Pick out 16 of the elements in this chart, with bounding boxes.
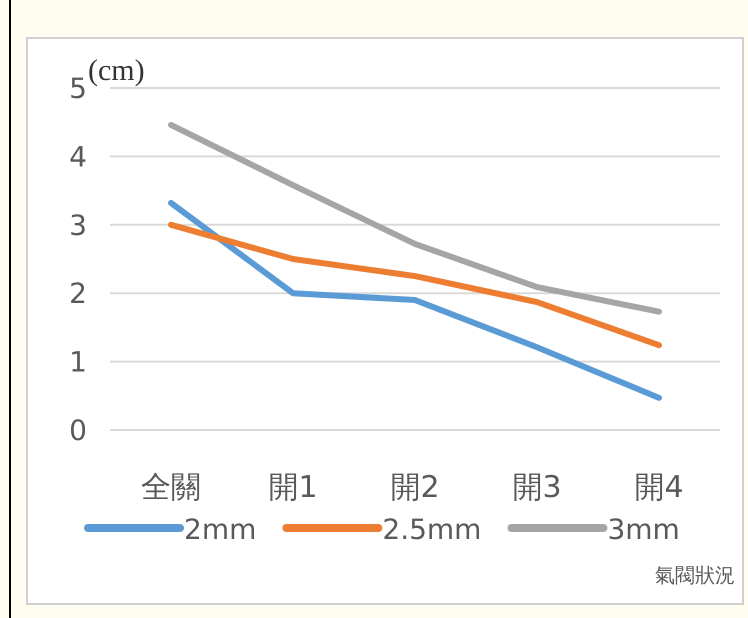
y-axis-title: (cm) [88, 54, 145, 87]
x-tick-label: 開2 [390, 470, 440, 505]
y-tick-label: 3 [69, 208, 87, 242]
y-tick-label: 2 [69, 277, 87, 310]
legend-label: 2mm [184, 513, 256, 546]
legend-label: 3mm [607, 513, 680, 546]
x-axis-title: 氣閥狀況 [655, 563, 735, 587]
legend-label: 2.5mm [382, 513, 482, 546]
y-tick-label: 1 [69, 346, 87, 379]
y-tick-label: 5 [69, 72, 87, 105]
x-tick-label: 開4 [634, 470, 684, 505]
y-tick-label: 0 [69, 414, 87, 447]
x-tick-label: 全關 [141, 470, 201, 505]
x-tick-label: 開3 [512, 470, 562, 505]
y-tick-label: 4 [69, 140, 87, 174]
x-tick-label: 開1 [268, 470, 318, 505]
